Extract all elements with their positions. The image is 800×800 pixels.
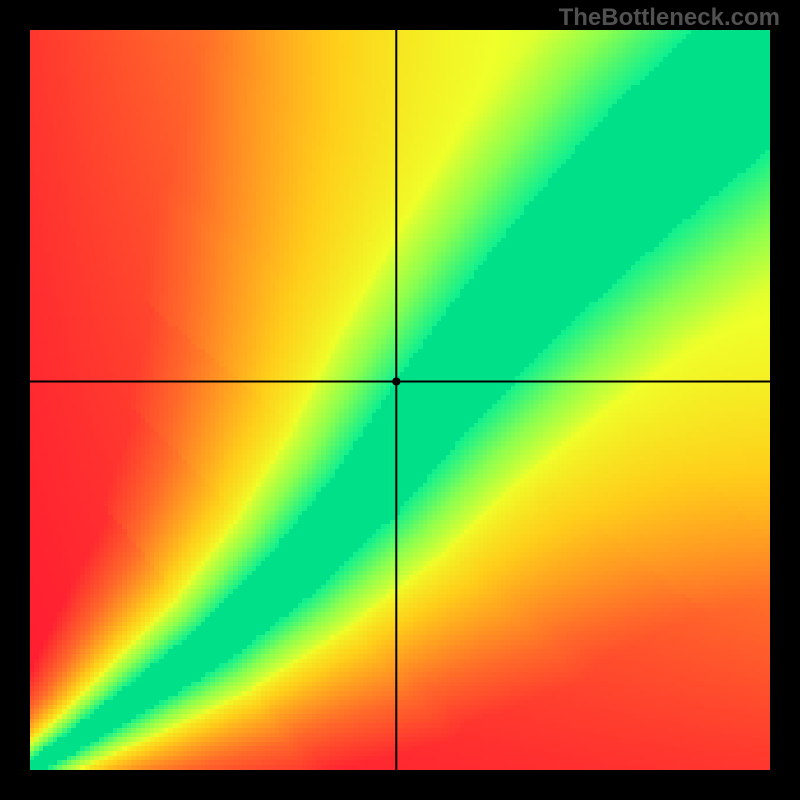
chart-frame: TheBottleneck.com <box>0 0 800 800</box>
heatmap-plot <box>30 30 770 770</box>
watermark-text: TheBottleneck.com <box>559 4 780 32</box>
heatmap-canvas <box>30 30 770 770</box>
